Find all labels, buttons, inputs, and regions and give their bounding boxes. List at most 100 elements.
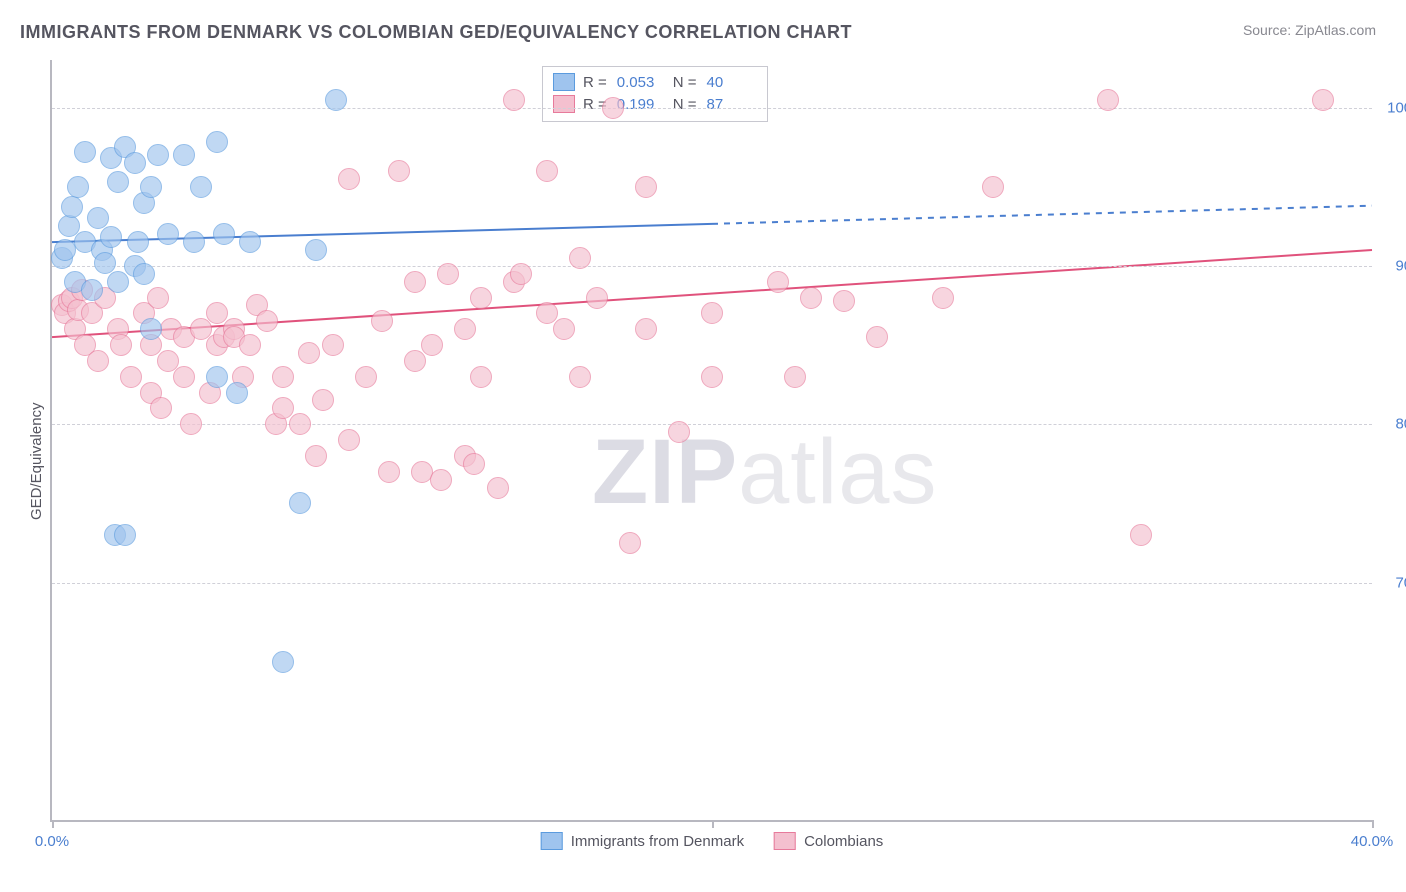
scatter-point xyxy=(61,196,83,218)
scatter-point xyxy=(510,263,532,285)
scatter-point xyxy=(619,532,641,554)
scatter-point xyxy=(206,131,228,153)
scatter-point xyxy=(1097,89,1119,111)
scatter-point xyxy=(463,453,485,475)
scatter-point xyxy=(1130,524,1152,546)
scatter-point xyxy=(183,231,205,253)
scatter-point xyxy=(140,176,162,198)
scatter-point xyxy=(569,366,591,388)
gridline xyxy=(52,266,1372,267)
scatter-point xyxy=(256,310,278,332)
scatter-point xyxy=(312,389,334,411)
y-tick-label: 90.0% xyxy=(1378,257,1406,274)
scatter-point xyxy=(701,366,723,388)
swatch-colombians-bottom xyxy=(774,832,796,850)
legend-bottom: Immigrants from Denmark Colombians xyxy=(541,832,884,850)
legend-item-colombians: Colombians xyxy=(774,832,883,850)
chart-container: IMMIGRANTS FROM DENMARK VS COLOMBIAN GED… xyxy=(0,0,1406,892)
scatter-point xyxy=(355,366,377,388)
scatter-point xyxy=(982,176,1004,198)
x-tick xyxy=(1372,820,1374,828)
scatter-point xyxy=(289,413,311,435)
scatter-point xyxy=(114,524,136,546)
scatter-point xyxy=(503,89,525,111)
scatter-point xyxy=(430,469,452,491)
swatch-denmark-bottom xyxy=(541,832,563,850)
scatter-point xyxy=(94,252,116,274)
gridline xyxy=(52,583,1372,584)
scatter-point xyxy=(454,318,476,340)
y-tick-label: 100.0% xyxy=(1378,99,1406,116)
scatter-point xyxy=(553,318,575,340)
scatter-point xyxy=(1312,89,1334,111)
scatter-point xyxy=(635,176,657,198)
scatter-point xyxy=(305,239,327,261)
scatter-point xyxy=(190,176,212,198)
scatter-point xyxy=(470,366,492,388)
scatter-point xyxy=(701,302,723,324)
scatter-point xyxy=(67,176,89,198)
scatter-point xyxy=(421,334,443,356)
scatter-point xyxy=(338,429,360,451)
scatter-point xyxy=(239,334,261,356)
scatter-point xyxy=(569,247,591,269)
scatter-point xyxy=(411,461,433,483)
scatter-point xyxy=(239,231,261,253)
scatter-point xyxy=(100,226,122,248)
legend-item-denmark: Immigrants from Denmark xyxy=(541,832,744,850)
scatter-point xyxy=(325,89,347,111)
y-tick-label: 80.0% xyxy=(1378,416,1406,433)
scatter-point xyxy=(289,492,311,514)
scatter-point xyxy=(602,97,624,119)
y-tick-label: 70.0% xyxy=(1378,574,1406,591)
scatter-point xyxy=(74,141,96,163)
scatter-point xyxy=(173,366,195,388)
scatter-point xyxy=(133,263,155,285)
scatter-point xyxy=(536,160,558,182)
legend-label-denmark: Immigrants from Denmark xyxy=(571,833,744,850)
x-tick-label: 40.0% xyxy=(1351,833,1394,850)
scatter-point xyxy=(388,160,410,182)
scatter-point xyxy=(298,342,320,364)
scatter-point xyxy=(767,271,789,293)
scatter-point xyxy=(87,350,109,372)
scatter-point xyxy=(150,397,172,419)
scatter-point xyxy=(322,334,344,356)
scatter-point xyxy=(180,413,202,435)
scatter-point xyxy=(110,334,132,356)
scatter-point xyxy=(107,171,129,193)
scatter-point xyxy=(338,168,360,190)
x-tick-label: 0.0% xyxy=(35,833,69,850)
y-axis-label: GED/Equivalency xyxy=(28,402,45,520)
scatter-point xyxy=(305,445,327,467)
scatter-point xyxy=(87,207,109,229)
scatter-point xyxy=(932,287,954,309)
scatter-point xyxy=(866,326,888,348)
gridline xyxy=(52,108,1372,109)
plot-area: ZIPatlas R = 0.053 N = 40 R = 0.199 N = … xyxy=(50,60,1372,822)
scatter-point xyxy=(404,350,426,372)
scatter-point xyxy=(147,287,169,309)
gridline xyxy=(52,424,1372,425)
scatter-point xyxy=(833,290,855,312)
scatter-point xyxy=(124,152,146,174)
scatter-point xyxy=(107,271,129,293)
scatter-point xyxy=(81,279,103,301)
scatter-point xyxy=(157,223,179,245)
scatter-point xyxy=(213,223,235,245)
scatter-point xyxy=(272,651,294,673)
scatter-point xyxy=(668,421,690,443)
chart-title: IMMIGRANTS FROM DENMARK VS COLOMBIAN GED… xyxy=(20,22,852,43)
scatter-point xyxy=(437,263,459,285)
x-tick xyxy=(712,820,714,828)
scatter-point xyxy=(127,231,149,253)
scatter-point xyxy=(470,287,492,309)
scatter-point xyxy=(54,239,76,261)
scatter-point xyxy=(272,366,294,388)
scatter-point xyxy=(206,366,228,388)
scatter-point xyxy=(784,366,806,388)
legend-label-colombians: Colombians xyxy=(804,833,883,850)
scatter-point xyxy=(226,382,248,404)
regression-lines xyxy=(52,60,1372,820)
scatter-point xyxy=(140,318,162,340)
